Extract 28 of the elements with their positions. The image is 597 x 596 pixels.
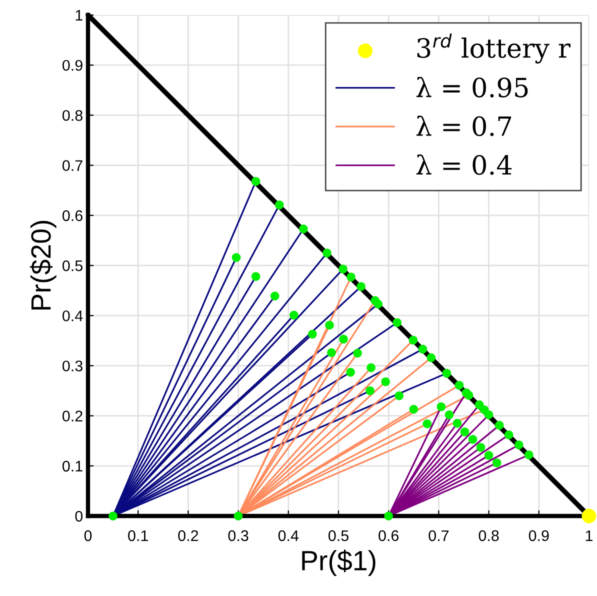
y-tick-label: 0.1 xyxy=(62,460,82,472)
y-tick-label: 0.3 xyxy=(62,360,82,372)
y-tick-label: 0.7 xyxy=(62,160,82,171)
x-tick-label: 0.1 xyxy=(128,530,148,542)
y-axis-title: Pr($20) xyxy=(30,220,56,310)
x-tick-label: 0.4 xyxy=(278,530,299,542)
y-tick-label: 0.4 xyxy=(62,310,83,322)
y-tick-label: 0.8 xyxy=(62,110,82,121)
y-tick-label: 0 xyxy=(75,510,83,522)
legend-label: λ = 0.4 xyxy=(416,154,512,175)
legend-label: λ = 0.7 xyxy=(416,116,512,136)
y-tick-label: 0.6 xyxy=(62,210,82,222)
x-tick-label: 0 xyxy=(84,530,92,542)
y-tick-label: 0.5 xyxy=(62,260,82,272)
x-tick-label: 0.8 xyxy=(478,530,499,542)
legend-label: 3$^{rd}$ lottery r xyxy=(417,33,571,64)
x-tick-label: 0.2 xyxy=(178,530,198,542)
y-tick-label: 0.2 xyxy=(62,410,82,422)
x-tick-label: 0.3 xyxy=(228,530,248,542)
x-tick-label: 0.9 xyxy=(528,530,549,542)
x-tick-label: 0.6 xyxy=(378,530,399,542)
x-axis-title: Pr($1) xyxy=(302,550,376,576)
x-tick-label: 0.5 xyxy=(328,530,348,542)
y-tick-label: 0.9 xyxy=(62,60,82,71)
x-tick-label: 0.7 xyxy=(428,530,449,542)
legend-label: λ = 0.95 xyxy=(416,76,528,98)
y-tick-label: 1 xyxy=(76,10,82,21)
x-tick-label: 1 xyxy=(586,530,593,541)
